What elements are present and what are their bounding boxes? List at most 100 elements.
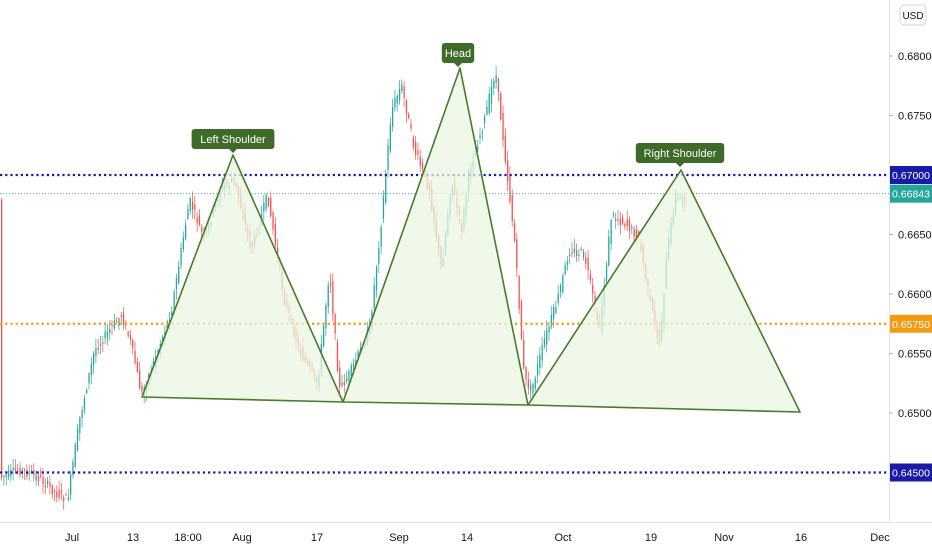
pattern-label-box[interactable] bbox=[441, 43, 475, 63]
candle-body bbox=[201, 227, 203, 232]
candle bbox=[481, 128, 483, 142]
candle bbox=[171, 306, 173, 318]
candle bbox=[7, 464, 10, 481]
candle bbox=[122, 307, 125, 330]
currency-badge[interactable]: USD bbox=[899, 4, 927, 26]
candle-body bbox=[497, 78, 500, 92]
candle-body bbox=[19, 467, 21, 476]
candle-body bbox=[408, 114, 410, 119]
candle-body bbox=[516, 239, 518, 269]
candle bbox=[394, 89, 396, 112]
pattern-label-text: Right Shoulder bbox=[644, 148, 717, 160]
candle-body bbox=[104, 331, 106, 339]
pattern-label-text: Left Shoulder bbox=[200, 134, 266, 146]
candle-body bbox=[398, 88, 401, 100]
candle-body bbox=[612, 213, 615, 215]
candle-body bbox=[387, 145, 389, 171]
candle-body bbox=[277, 247, 279, 257]
candle-body bbox=[60, 490, 63, 493]
candle-body bbox=[33, 470, 35, 475]
pattern-label-pointer bbox=[229, 149, 237, 153]
x-tick-label: 16 bbox=[795, 532, 807, 544]
candle-body bbox=[336, 341, 339, 371]
candle-body bbox=[44, 485, 46, 488]
currency-badge-box[interactable] bbox=[899, 4, 927, 26]
candle-body bbox=[67, 497, 69, 500]
candle-body bbox=[323, 325, 325, 347]
candle bbox=[111, 320, 113, 336]
candle-body bbox=[332, 280, 334, 315]
candle bbox=[329, 274, 332, 294]
pattern-label[interactable]: Head bbox=[441, 43, 475, 67]
candle bbox=[518, 274, 520, 314]
candle-body bbox=[173, 291, 175, 313]
candle-body bbox=[631, 226, 633, 229]
candle bbox=[49, 475, 51, 495]
candle bbox=[615, 212, 617, 229]
pattern-label[interactable]: Left Shoulder bbox=[191, 129, 275, 153]
x-tick-label: Nov bbox=[714, 532, 734, 544]
candle bbox=[527, 371, 529, 395]
candle-body bbox=[421, 162, 424, 170]
price-line-tag-label: 0.67000 bbox=[892, 170, 930, 182]
candle bbox=[58, 480, 60, 502]
candle-body bbox=[626, 219, 628, 226]
candle bbox=[178, 260, 180, 285]
candle bbox=[346, 371, 348, 384]
price-line-tag bbox=[890, 314, 932, 333]
candle bbox=[83, 394, 86, 415]
candle-body bbox=[415, 141, 417, 155]
pattern-triangle[interactable] bbox=[527, 169, 801, 413]
candle-body bbox=[562, 275, 564, 293]
candle bbox=[44, 477, 46, 494]
candle-body bbox=[74, 444, 76, 467]
pattern-label-box[interactable] bbox=[191, 129, 275, 149]
candle-body bbox=[5, 474, 7, 478]
candle bbox=[3, 474, 5, 486]
pattern-label-text: Head bbox=[445, 48, 471, 60]
candle-body bbox=[86, 389, 88, 393]
pattern-label[interactable]: Right Shoulder bbox=[635, 143, 725, 167]
candle-body bbox=[589, 274, 592, 281]
pattern-label-box[interactable] bbox=[635, 143, 725, 163]
x-tick-label: Aug bbox=[232, 532, 252, 544]
candle-body bbox=[329, 283, 332, 286]
candle bbox=[488, 86, 490, 116]
candle-body bbox=[608, 236, 610, 266]
candle bbox=[553, 304, 555, 328]
candle-body bbox=[578, 254, 580, 256]
candle bbox=[573, 239, 575, 258]
candle bbox=[408, 112, 410, 120]
candle-body bbox=[576, 250, 578, 257]
candle bbox=[139, 361, 141, 390]
pattern-triangle[interactable] bbox=[141, 154, 344, 403]
candle-body bbox=[564, 264, 566, 275]
candle bbox=[104, 321, 106, 345]
candle-body bbox=[566, 261, 569, 266]
candle-body bbox=[37, 476, 40, 481]
candle-body bbox=[559, 285, 562, 293]
pattern-triangle[interactable] bbox=[342, 67, 529, 406]
pattern-triangles bbox=[141, 67, 801, 413]
candle bbox=[129, 330, 132, 346]
x-tick-label: 17 bbox=[311, 532, 323, 544]
candle bbox=[327, 281, 329, 314]
candle bbox=[175, 273, 178, 300]
candle-body bbox=[263, 202, 265, 212]
candle-body bbox=[127, 331, 129, 336]
candle-body bbox=[352, 363, 355, 367]
candle-body bbox=[375, 266, 378, 290]
candle bbox=[81, 405, 83, 428]
candle bbox=[341, 374, 343, 388]
candle-body bbox=[553, 306, 555, 319]
candle-body bbox=[622, 217, 624, 224]
candle-body bbox=[557, 293, 559, 303]
candle bbox=[189, 196, 191, 215]
candle-body bbox=[619, 219, 621, 225]
candle bbox=[539, 347, 541, 376]
candle-body bbox=[518, 276, 520, 309]
candle-body bbox=[396, 95, 398, 104]
candle-body bbox=[539, 355, 541, 369]
candle-body bbox=[196, 217, 198, 224]
candle bbox=[513, 218, 516, 243]
